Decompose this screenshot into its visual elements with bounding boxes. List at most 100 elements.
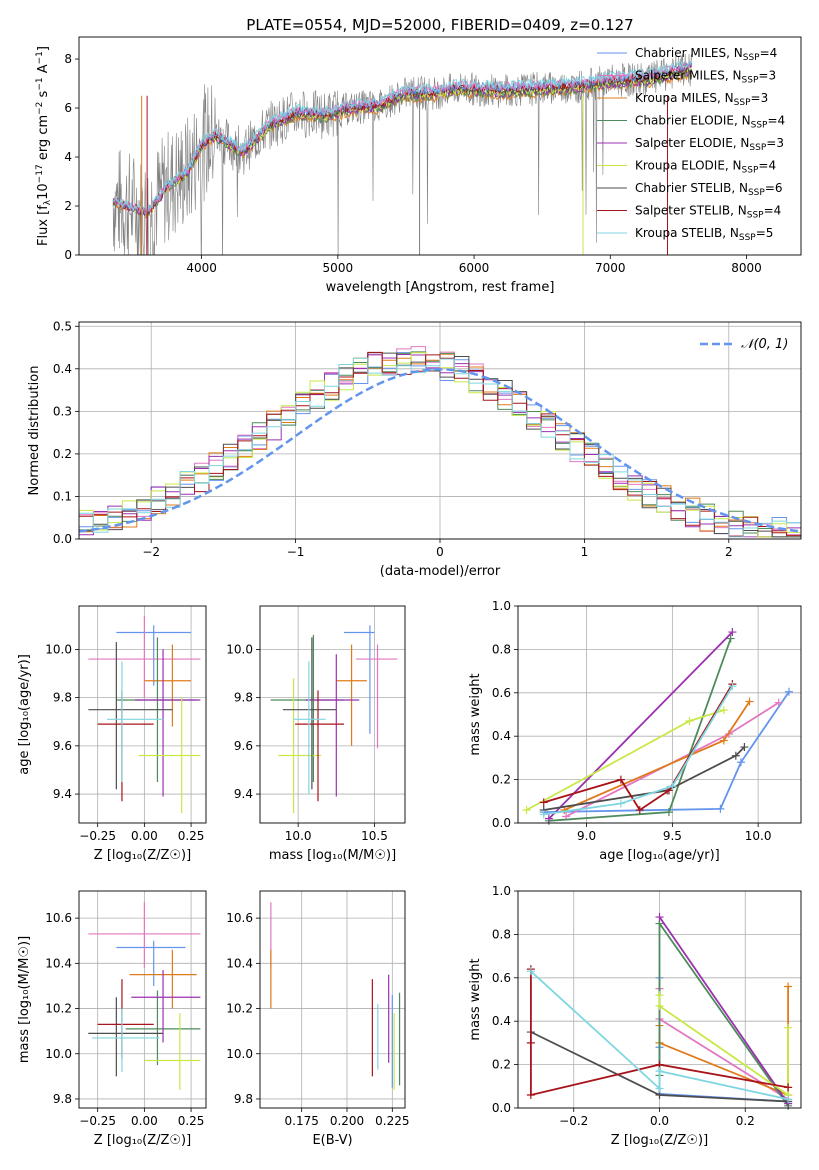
y-tick-label: 10.0 [45,642,72,656]
legend-label: Chabrier MILES, NSSP=4 [635,46,777,63]
weight-point-salpeter_elodie [655,913,664,922]
y-axis-label-part: λ [43,199,53,205]
axes-frame [517,890,802,1109]
x-tick-label: 10.5 [361,829,388,843]
y-tick-label: 10.0 [226,1047,253,1061]
legend-label-sub: SSP [747,211,764,221]
legend-label-value: =4 [758,159,776,173]
x-tick-label: 4000 [186,261,217,275]
x-tick-label: −1 [287,545,305,559]
legend-label: Chabrier STELIB, NSSP=6 [635,181,783,198]
y-tick-label: 10.0 [45,1047,72,1061]
x-axis-label: wavelength [Angstrom, rest frame] [326,280,555,295]
weight-point-kroupa_miles [784,982,793,991]
y-axis-label: Flux [fλ10−17 erg cm−2 s−1 A−1] [35,46,53,246]
x-tick-label: 0 [436,545,444,559]
axes-mass_vs_Z: −0.25 0.00 0.25 9.8 10.0 10.2 10.4 10.6 Z [log₁₀… [17,890,207,1148]
legend-label-text: Salpeter ELODIE, N [635,136,749,150]
y-tick-label: 9.4 [234,787,253,801]
y-tick-label: 10.2 [226,1002,253,1016]
legend-label: Chabrier ELODIE, NSSP=4 [635,114,785,131]
y-axis-label: mass weight [468,673,483,755]
y-tick-label: 10.4 [226,956,253,970]
y-axis-label-part: −1 [35,77,45,90]
weight-point-kroupa_stelib [539,810,548,819]
legend-label: Salpeter MILES, NSSP=3 [635,69,776,86]
legend-label: 𝒩(0, 1) [741,337,788,352]
legend-label-value: =4 [760,46,778,60]
x-tick-label: −0.25 [79,1114,116,1128]
y-tick-label: 0.0 [53,532,72,546]
y-tick-label: 0.8 [492,642,511,656]
weight-point-kroupa_elodie [784,1023,793,1032]
y-tick-label: 1.0 [492,884,511,898]
x-tick-label: 2 [725,545,733,559]
legend-label: Kroupa ELODIE, NSSP=4 [635,159,776,176]
legend-label-value: =6 [765,181,783,195]
weight-point-kroupa_miles [719,736,728,745]
model-spectrum-kroupa_elodie [112,65,693,218]
weight-point-chabrier_elodie [726,634,735,643]
weight-point-kroupa_stelib [655,1067,664,1076]
legend-label-sub: SSP [751,121,768,131]
y-tick-label: 9.4 [53,787,72,801]
x-tick-label: 0.25 [178,1114,205,1128]
legend-label-text: Salpeter STELIB, N [635,204,747,218]
y-tick-label: 0.0 [492,816,511,830]
weight-series-salpeter_elodie [548,631,734,820]
x-tick-label: 9.5 [663,829,682,843]
y-tick-label: 0.4 [492,1014,511,1028]
legend-label-text: Chabrier MILES, N [635,46,743,60]
x-axis-label: Z [log₁₀(Z/Z☉)] [94,1133,191,1148]
y-tick-label: 0.5 [53,319,72,333]
x-tick-label: 8000 [731,261,762,275]
weight-point-chabrier_elodie [664,808,673,817]
legend-label: Kroupa MILES, NSSP=3 [635,91,768,108]
axes-frame [78,605,207,824]
legend-label-value: =3 [758,69,776,83]
weight-point-kroupa_elodie [685,717,694,726]
x-tick-label: 0.2 [736,1114,755,1128]
y-tick-label: 0.3 [53,404,72,418]
axes-frame [259,890,406,1109]
y-axis-label-part: −2 [35,102,45,115]
weight-point-salpeter_stelib [635,805,644,814]
weight-point-chabrier_miles [736,758,745,767]
y-axis-label-part: −17 [35,164,45,183]
y-tick-label: 4 [64,150,72,164]
legend-label: Salpeter STELIB, NSSP=4 [635,204,781,221]
gaussian-curve [79,368,801,533]
x-tick-label: 0.00 [131,1114,158,1128]
weight-point-chabrier_miles [716,804,725,813]
legend-label-text: Kroupa ELODIE, N [635,159,742,173]
legend-label-text: Salpeter MILES, N [635,69,742,83]
y-tick-label: 0.4 [53,362,72,376]
y-axis-label-part: −1 [35,51,45,64]
x-axis-label: mass [log₁₀(M/M☉)] [269,848,396,863]
weight-series-kroupa_elodie [658,995,789,1097]
weight-series-kroupa_miles [563,701,751,811]
y-tick-label: 9.8 [53,1092,72,1106]
legend-label-text: Chabrier ELODIE, N [635,114,751,128]
y-axis-label-part: 10 [36,183,51,200]
weight-point-chabrier_stelib [740,743,749,752]
weight-series-kroupa_stelib [543,685,734,816]
histogram-chabrier_stelib [79,352,801,538]
axes-frame [78,890,207,1109]
y-tick-label: 0.2 [53,447,72,461]
histogram-kroupa_stelib [79,357,801,538]
axes-mass_vs_ebv: 0.175 0.200 0.225 9.8 10.0 10.2 10.4 10.6 E(B-V) [226,890,409,1148]
legend-label-sub: SSP [739,233,756,243]
histogram-chabrier_elodie [79,351,801,538]
y-axis-label: mass [log₁₀(M/M☉)] [17,936,32,1063]
axes-frame [259,605,406,824]
weight-series-chabrier_stelib [543,746,746,811]
weight-point-salpeter_stelib [526,1090,535,1099]
axes-weight_vs_age: 9.0 9.5 10.0 0.0 0.2 0.4 0.6 0.8 1.0 age [log₁₀(a… [468,599,802,863]
y-tick-label: 1.0 [492,599,511,613]
weight-point-kroupa_stelib [616,799,625,808]
axes-frame [78,321,802,540]
spectrum-lines [112,53,693,255]
y-tick-label: 0.2 [492,1058,511,1072]
